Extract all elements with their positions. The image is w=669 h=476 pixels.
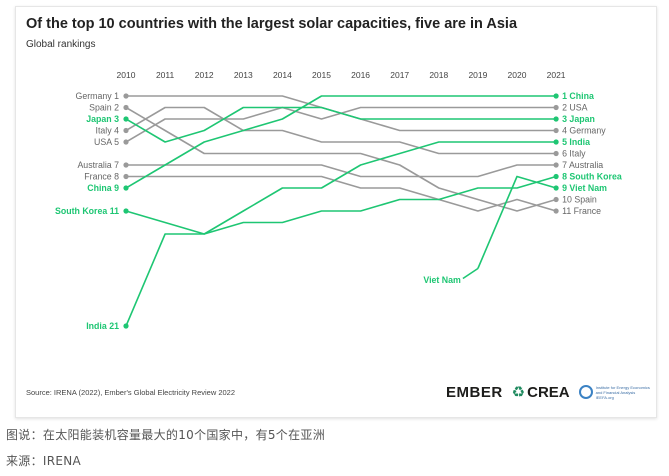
series-start-point-germany [123,93,129,99]
series-start-point-france [123,173,129,180]
series-end-label-south-korea: 8 South Korea [562,172,622,182]
series-start-label-france: France 8 [84,172,119,182]
ieefa-circle-icon [578,385,593,399]
series-start-point-australia [123,162,129,168]
series-end-label-australia: 7 Australia [562,160,603,170]
x-tick-label: 2016 [351,70,370,80]
crea-logo-text: CREA [527,383,570,401]
series-end-point-france [553,208,559,214]
series-line-india [125,141,557,327]
series-end-label-spain: 10 Spain [562,195,597,205]
chart-card: Of the top 10 countries with the largest… [15,6,657,418]
x-tick-label: 2011 [156,70,175,80]
series-line-australia [126,164,557,178]
series-end-label-italy: 6 Italy [562,149,586,159]
series-start-label-china: China 9 [87,183,119,193]
series-start-label-spain: Spain 2 [89,103,119,113]
series-end-label-france: 11 France [562,206,601,216]
series-end-label-usa: 2 USA [562,103,588,113]
series-line-spain [125,106,557,212]
series-start-point-south-korea [123,208,129,214]
series-line-japan [125,106,557,143]
logo-row: EMBER ♻ CREA Institute for Energy Econom… [446,381,654,403]
series-start-point-usa [123,139,129,145]
series-start-label-viet-nam: Viet Nam [423,275,461,285]
x-tick-label: 2017 [390,70,409,80]
series-start-label-south-korea: South Korea 11 [55,206,119,216]
series-start-label-germany: Germany 1 [75,91,119,101]
chart-plot: 2010 2011 2012 2013 2014 2015 2016 2017 2018 2019… [55,70,622,331]
series-start-point-china [123,185,129,191]
series-line-china [125,95,557,189]
ember-logo: EMBER [446,383,503,401]
chart-source: Source: IRENA (2022), Ember's Global Ele… [26,388,236,397]
series-line-italy [125,106,557,155]
chart-subtitle: Global rankings [26,39,96,50]
series-end-label-japan: 3 Japan [562,114,595,124]
series-start-label-australia: Australia 7 [77,160,119,170]
crea-logo: ♻ CREA [511,383,570,402]
series-end-point-italy [553,150,559,157]
series-entry-line-viet-nam [462,267,479,280]
series-end-point-india [553,139,559,145]
series-start-label-india: India 21 [86,321,119,331]
series-line-south-korea [125,175,557,235]
series-line-viet-nam [477,175,557,269]
x-tick-label: 2020 [508,70,527,80]
series-start-point-india [123,323,129,329]
x-tick-label: 2013 [234,70,253,80]
x-tick-label: 2018 [429,70,448,80]
series-start-point-spain [123,104,129,111]
series-start-label-usa: USA 5 [94,137,119,147]
series-end-label-viet-nam: 9 Viet Nam [562,183,607,193]
series-start-label-japan: Japan 3 [86,114,119,124]
series-end-point-china [553,93,559,99]
caption-source: 来源：IRENA [6,454,82,468]
ieefa-logo-text: Institute for Energy Economics and Finan… [595,384,650,400]
series-end-label-china: 1 China [562,91,594,101]
series-end-point-spain [553,196,559,203]
series-end-point-south-korea [553,173,559,180]
x-tick-label: 2014 [273,70,292,80]
series-end-point-germany [553,127,559,134]
series-end-point-japan [553,116,559,122]
series-start-label-italy: Italy 4 [96,126,120,136]
caption-text: 图说：在太阳能装机容量最大的10个国家中，有5个在亚洲 [6,428,326,442]
series-end-point-usa [553,104,559,111]
x-tick-label: 2010 [117,70,136,80]
series-end-point-australia [553,162,559,168]
x-tick-label: 2012 [195,70,214,80]
series-end-label-india: 5 India [562,137,590,147]
series-end-label-germany: 4 Germany [562,126,606,136]
series-start-point-japan [123,116,129,122]
series-end-point-viet-nam [553,185,559,191]
x-tick-label: 2015 [312,70,331,80]
chart-title: Of the top 10 countries with the largest… [26,16,518,32]
x-tick-label: 2019 [468,70,487,80]
series-line-france [126,175,557,212]
crea-mark-icon: ♻ [511,384,526,401]
x-tick-label: 2021 [547,70,566,80]
ieefa-logo: Institute for Energy Economics and Finan… [578,384,654,400]
series-start-point-italy [123,127,129,134]
